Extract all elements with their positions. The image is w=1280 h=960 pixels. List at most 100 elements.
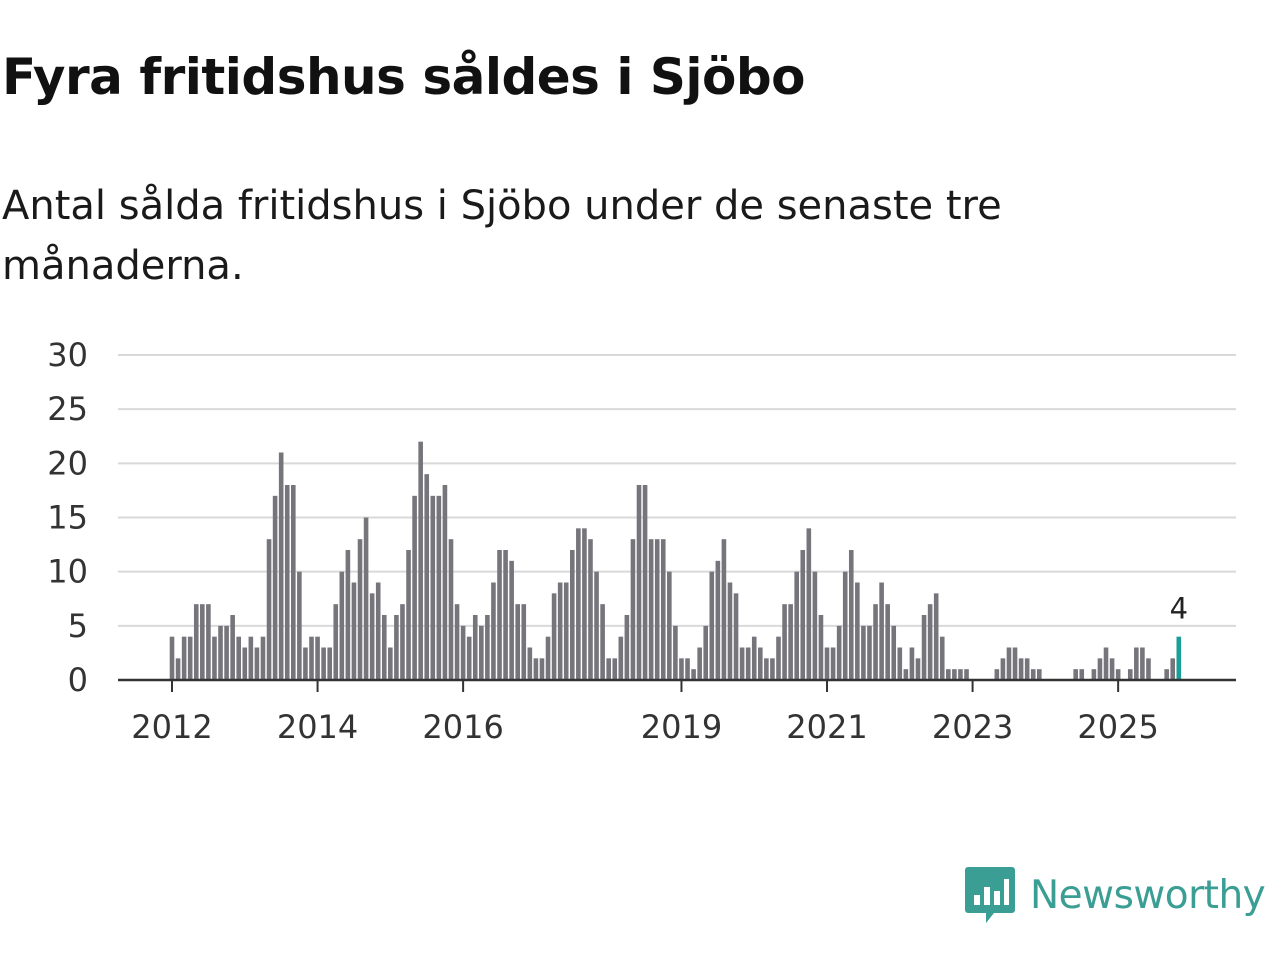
bar (557, 582, 563, 680)
bar (776, 636, 781, 680)
bar (394, 615, 399, 680)
bar (272, 495, 278, 680)
bar (345, 550, 351, 680)
bar (885, 604, 890, 680)
bar (333, 604, 339, 680)
bar (927, 604, 933, 680)
x-tick-label: 2012 (131, 708, 212, 746)
bar (388, 647, 393, 680)
bar (448, 539, 454, 680)
bar (297, 571, 302, 680)
bar (630, 539, 636, 680)
bar (539, 658, 545, 680)
y-tick-label: 0 (68, 661, 88, 699)
bar (218, 625, 223, 680)
x-tick-label: 2025 (1077, 708, 1158, 746)
bar (897, 647, 903, 680)
bar (321, 647, 326, 680)
bar (788, 604, 793, 680)
bar (309, 636, 314, 680)
bar (715, 560, 721, 680)
y-tick-label: 5 (68, 607, 88, 645)
bar (521, 604, 527, 680)
bar (406, 550, 411, 680)
bar (436, 495, 442, 680)
bar (642, 485, 648, 680)
bar (848, 550, 854, 680)
bar (248, 636, 254, 680)
bar (569, 550, 575, 680)
x-tick-label: 2019 (641, 708, 722, 746)
bar (1170, 658, 1176, 680)
bar (867, 625, 872, 680)
bar (770, 658, 775, 680)
bar (1091, 669, 1097, 680)
bar (648, 539, 654, 680)
bar (618, 636, 624, 680)
bar (673, 625, 678, 680)
x-tick-label: 2021 (786, 708, 867, 746)
bar (442, 485, 448, 680)
bar (842, 571, 848, 680)
bar (169, 636, 175, 680)
bar (824, 647, 830, 680)
x-axis: 2012 2014 2016 2019 2021 2023 2025 (118, 678, 1236, 746)
bar (503, 550, 508, 680)
bar (278, 452, 284, 680)
bar (242, 647, 248, 680)
bar (339, 571, 345, 680)
bar (600, 604, 605, 680)
bar (733, 593, 739, 680)
bar (206, 604, 211, 680)
bar (497, 550, 502, 680)
bar (691, 669, 696, 680)
data-labels: 4 (1170, 592, 1188, 626)
bar (1109, 658, 1115, 680)
bar (187, 636, 193, 680)
bar (369, 593, 375, 680)
bar (460, 625, 466, 680)
bar (1127, 669, 1133, 680)
bar (454, 604, 460, 680)
x-tick-label: 2014 (277, 708, 358, 746)
bar (212, 636, 217, 680)
bar (515, 604, 521, 680)
bar (636, 485, 642, 680)
bar (1018, 658, 1024, 680)
bar (1000, 658, 1006, 680)
bar (624, 615, 630, 680)
chart-subtitle: Antal sålda fritidshus i Sjöbo under de … (2, 183, 1002, 289)
bar (915, 658, 921, 680)
bar (485, 615, 490, 680)
bar (375, 582, 381, 680)
bar (424, 474, 430, 680)
bar (667, 571, 672, 680)
bar (381, 615, 387, 680)
highlight-value-label: 4 (1170, 592, 1188, 626)
bar (782, 604, 787, 680)
bars (169, 441, 1182, 680)
bar (230, 615, 235, 680)
bar (606, 658, 611, 680)
bar (654, 539, 660, 680)
bar (946, 669, 951, 680)
bar (764, 658, 769, 680)
y-tick-label: 25 (47, 390, 88, 428)
bar (1146, 658, 1151, 680)
bar (812, 571, 818, 680)
bar (479, 625, 484, 680)
bar (254, 647, 260, 680)
bar (964, 669, 969, 680)
bar (679, 658, 684, 680)
bar (533, 658, 539, 680)
bar (794, 571, 799, 680)
bar (1030, 669, 1036, 680)
y-tick-label: 20 (47, 444, 88, 482)
bar (588, 539, 593, 680)
bar (315, 636, 320, 680)
bar (357, 539, 363, 680)
bar (709, 571, 715, 680)
chart-title: Fyra fritidshus såldes i Sjöbo (2, 48, 806, 106)
y-axis-ticks: 0 5 10 15 20 25 30 (47, 336, 88, 699)
bar (1012, 647, 1018, 680)
